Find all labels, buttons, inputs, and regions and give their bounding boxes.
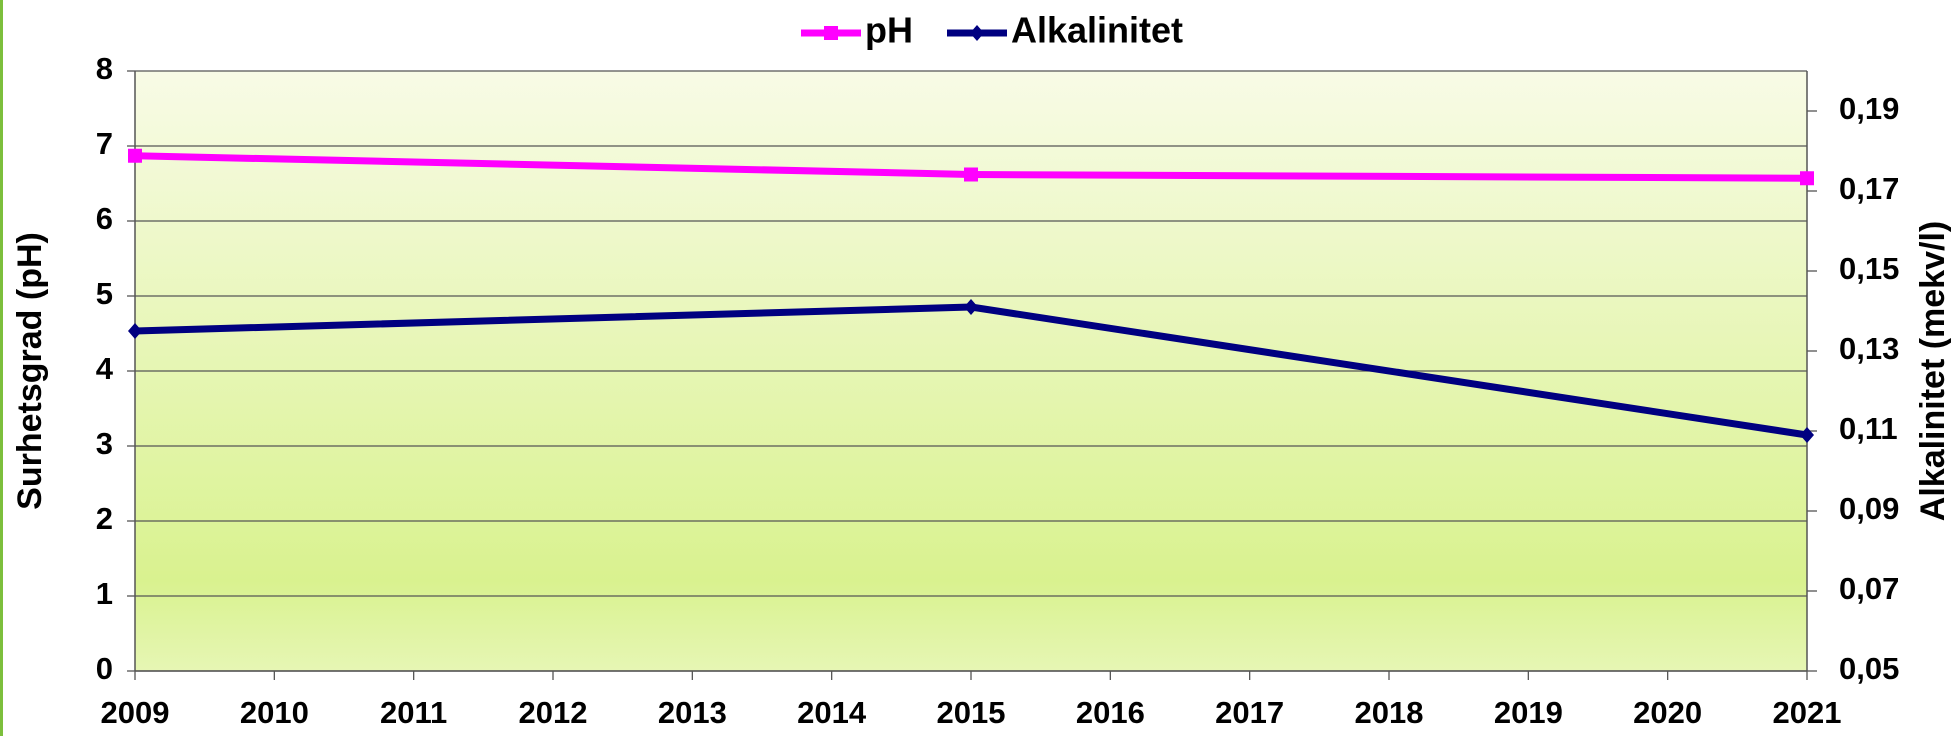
y2-tick-label: 0,07	[1839, 571, 1899, 606]
y-tick-label: 0	[96, 651, 113, 686]
y-tick-label: 3	[96, 426, 113, 461]
y2-tick-label: 0,17	[1839, 171, 1899, 206]
y2-axis-label: Alkalinitet (mekv/l)	[1914, 221, 1952, 521]
y-tick-label: 5	[96, 276, 113, 311]
marker	[128, 323, 142, 339]
y-tick-label: 6	[96, 201, 113, 236]
x-tick-label: 2009	[101, 695, 170, 730]
y2-tick-label: 0,11	[1839, 411, 1898, 446]
x-tick-label: 2021	[1773, 695, 1842, 730]
x-tick-label: 2017	[1215, 695, 1284, 730]
y2-tick-label: 0,05	[1839, 651, 1899, 686]
y-axis-label: Surhetsgrad (pH)	[11, 232, 49, 510]
marker	[1800, 427, 1814, 443]
x-tick-label: 2013	[658, 695, 727, 730]
x-tick-label: 2018	[1355, 695, 1424, 730]
x-tick-label: 2019	[1494, 695, 1563, 730]
y2-tick-label: 0,09	[1839, 491, 1899, 526]
y2-tick-label: 0,13	[1839, 331, 1899, 366]
marker	[128, 148, 142, 163]
y2-tick-label: 0,19	[1839, 91, 1899, 126]
y-tick-label: 4	[96, 351, 114, 386]
y-tick-label: 7	[96, 126, 113, 161]
y2-tick-label: 0,15	[1839, 251, 1899, 286]
x-tick-label: 2020	[1633, 695, 1702, 730]
x-tick-label: 2010	[240, 695, 309, 730]
marker	[964, 167, 978, 182]
legend-label: pH	[865, 10, 913, 51]
y-tick-label: 2	[96, 501, 113, 536]
legend-marker	[970, 25, 984, 41]
x-tick-label: 2011	[380, 695, 447, 730]
x-tick-label: 2016	[1076, 695, 1145, 730]
marker	[964, 299, 978, 315]
y-tick-label: 1	[96, 576, 113, 611]
y-tick-label: 8	[96, 51, 113, 86]
x-tick-label: 2014	[797, 695, 867, 730]
marker	[1800, 171, 1814, 186]
frame-edge	[0, 0, 3, 736]
legend-label: Alkalinitet	[1011, 10, 1183, 51]
x-tick-label: 2012	[519, 695, 588, 730]
x-tick-label: 2015	[937, 695, 1006, 730]
legend-marker	[824, 26, 838, 40]
